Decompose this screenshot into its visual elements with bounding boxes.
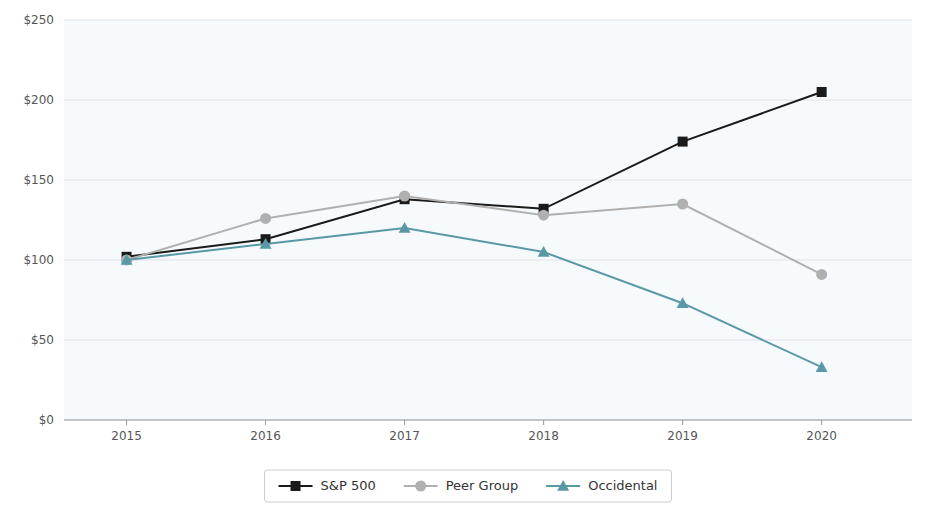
y-tick-label: $0: [39, 413, 54, 427]
legend-label: Peer Group: [446, 478, 518, 493]
y-tick-label: $250: [23, 13, 54, 27]
point: [817, 87, 827, 97]
x-tick: [543, 420, 544, 425]
point: [260, 238, 272, 249]
x-tick: [404, 420, 405, 425]
point: [399, 191, 410, 202]
x-tick-label: 2016: [250, 429, 281, 443]
series-line: [127, 92, 822, 257]
legend-item: S&P 500: [279, 478, 376, 493]
plot-marks: [121, 87, 828, 372]
legend-label: Occidental: [588, 478, 657, 493]
x-tick-label: 2019: [667, 429, 698, 443]
x-tick: [821, 420, 822, 425]
x-tick-label: 2015: [111, 429, 142, 443]
point: [399, 222, 411, 233]
legend-item: Peer Group: [404, 478, 518, 493]
point: [677, 297, 689, 308]
point: [121, 254, 133, 265]
grid-line: [64, 180, 912, 181]
point: [538, 246, 550, 257]
grid-line: [64, 340, 912, 341]
legend-swatch-marker: [291, 481, 301, 491]
point: [260, 213, 271, 224]
y-tick-label: $100: [23, 253, 54, 267]
chart: $0$50$100$150$200$2502015201620172018201…: [0, 0, 936, 516]
x-tick-label: 2018: [528, 429, 559, 443]
page: {"chart_data": {"type": "line", "x": [20…: [0, 0, 936, 516]
legend-item: Occidental: [546, 478, 657, 493]
point: [678, 137, 688, 147]
legend-label: S&P 500: [321, 478, 376, 493]
x-tick-label: 2017: [389, 429, 420, 443]
y-axis: $0 $50 $100 $150 $200 $250: [23, 13, 912, 427]
series-line: [127, 228, 822, 367]
point: [538, 210, 549, 221]
grid-line: [64, 420, 912, 421]
grid-line: [64, 20, 912, 21]
x-axis-line: [64, 420, 912, 421]
x-tick: [126, 420, 127, 425]
plot-area: [64, 20, 912, 420]
grid-line: [64, 100, 912, 101]
y-tick-label: $50: [31, 333, 54, 347]
legend-frame: [265, 470, 672, 502]
x-tick: [682, 420, 683, 425]
x-axis: 2015 2016 2017 2018 2019 2020: [64, 420, 912, 443]
point: [816, 361, 828, 372]
legend-swatch-marker: [557, 480, 569, 491]
point: [677, 199, 688, 210]
y-tick-label: $150: [23, 173, 54, 187]
legend: S&P 500 Peer Group Occidental: [265, 470, 672, 502]
y-tick-label: $200: [23, 93, 54, 107]
x-tick-label: 2020: [806, 429, 837, 443]
grid-line: [64, 260, 912, 261]
point: [816, 269, 827, 280]
x-tick: [265, 420, 266, 425]
legend-swatch-marker: [415, 481, 426, 492]
series-line: [127, 196, 822, 274]
